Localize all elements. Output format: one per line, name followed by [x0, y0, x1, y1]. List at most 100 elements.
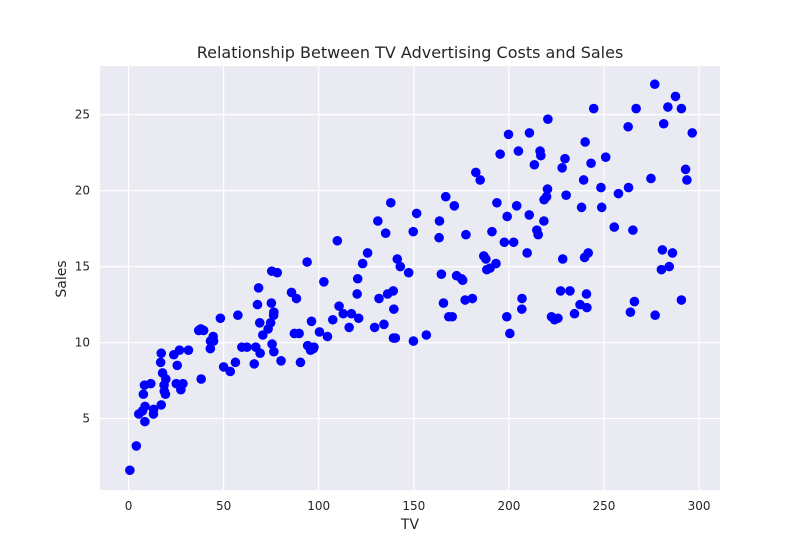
x-tick-labels: 0 50 100 150 200 250 300: [125, 499, 711, 513]
data-point: [522, 248, 532, 258]
data-point: [380, 228, 391, 238]
data-point: [145, 378, 156, 389]
data-point: [576, 202, 587, 213]
data-point: [596, 182, 606, 193]
data-point: [148, 404, 159, 415]
data-point: [524, 210, 535, 220]
data-point: [392, 254, 403, 264]
data-point: [513, 146, 524, 156]
data-point: [629, 296, 640, 307]
data-point: [225, 366, 236, 377]
data-point: [208, 336, 219, 346]
data-point: [561, 190, 571, 200]
data-point: [676, 103, 687, 114]
data-point: [322, 331, 333, 342]
data-point: [362, 248, 373, 258]
data-point: [385, 197, 396, 208]
data-point: [583, 248, 594, 258]
data-point: [623, 182, 634, 193]
data-point: [536, 150, 546, 161]
data-point: [586, 158, 596, 169]
data-point: [353, 313, 364, 324]
data-point: [460, 295, 470, 305]
data-point: [539, 216, 549, 226]
data-point: [138, 389, 149, 400]
x-tick-label: 250: [593, 499, 616, 513]
data-point: [457, 275, 468, 286]
data-point: [140, 401, 150, 412]
data-point: [682, 175, 692, 185]
data-point: [230, 357, 241, 368]
data-point: [254, 318, 265, 328]
data-point: [205, 343, 216, 354]
data-point: [670, 91, 681, 102]
data-point: [492, 197, 502, 208]
data-point: [588, 103, 599, 114]
data-point: [517, 304, 527, 314]
data-point: [125, 465, 135, 476]
data-point: [291, 293, 302, 304]
data-point: [140, 416, 150, 427]
data-point: [596, 202, 607, 213]
data-point: [255, 348, 265, 359]
data-point: [600, 152, 611, 162]
data-point: [569, 308, 580, 319]
chart-title: Relationship Between TV Advertising Cost…: [197, 43, 624, 62]
data-point: [172, 360, 183, 371]
data-point: [183, 345, 194, 355]
data-point: [491, 258, 501, 269]
data-point: [676, 295, 687, 305]
data-point: [178, 378, 188, 389]
data-point: [499, 237, 510, 248]
data-point: [580, 137, 590, 147]
data-point: [253, 283, 264, 293]
x-tick-label: 100: [307, 499, 330, 513]
data-point: [664, 261, 675, 272]
data-point: [266, 298, 277, 308]
data-point: [390, 333, 401, 343]
data-point: [553, 313, 563, 324]
data-point: [578, 175, 589, 185]
y-axis-label: Sales: [54, 260, 70, 297]
data-point: [613, 188, 624, 199]
data-point: [667, 248, 678, 258]
data-point: [461, 229, 471, 240]
data-point: [646, 173, 656, 184]
data-point: [388, 286, 399, 296]
data-point: [557, 254, 568, 264]
data-point: [505, 328, 515, 339]
data-point: [249, 359, 260, 369]
x-tick-label: 300: [688, 499, 711, 513]
data-point: [502, 211, 512, 222]
data-point: [663, 102, 673, 112]
x-tick-label: 200: [497, 499, 520, 513]
x-tick-label: 50: [216, 499, 231, 513]
data-point: [565, 286, 575, 296]
data-point: [233, 310, 243, 321]
data-point: [436, 269, 447, 280]
data-point: [346, 308, 357, 319]
data-point: [657, 245, 668, 255]
data-point: [269, 346, 279, 357]
data-point: [272, 267, 283, 278]
data-point: [440, 191, 451, 202]
data-point: [411, 208, 422, 219]
data-point: [628, 225, 638, 235]
y-tick-label: 5: [82, 412, 90, 426]
data-point: [314, 327, 325, 337]
data-point: [560, 153, 570, 164]
x-tick-label: 150: [402, 499, 425, 513]
data-point: [379, 319, 389, 330]
data-point: [582, 302, 592, 313]
data-point: [403, 267, 414, 278]
x-axis-label: TV: [400, 517, 420, 533]
data-point: [155, 357, 166, 368]
data-point: [408, 226, 419, 237]
data-point: [160, 389, 171, 400]
data-point: [421, 330, 432, 340]
data-point: [156, 348, 167, 359]
data-point: [374, 293, 384, 304]
data-points: [125, 79, 698, 476]
y-tick-label: 10: [75, 336, 90, 350]
data-point: [319, 276, 329, 287]
